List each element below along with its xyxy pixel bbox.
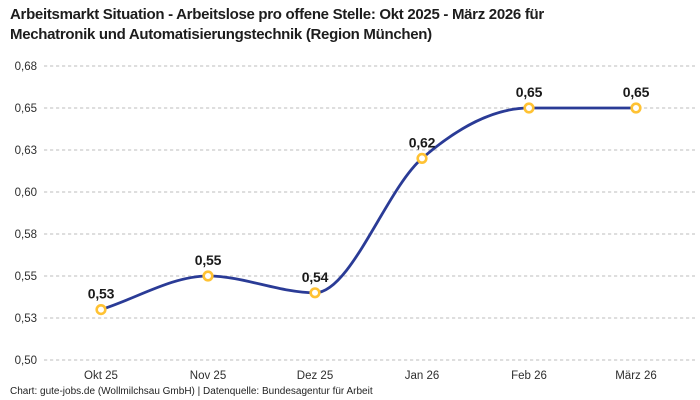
data-point-marker <box>416 152 428 164</box>
data-point-label: 0,55 <box>195 252 222 268</box>
chart-title-line-2: Mechatronik und Automatisierungstechnik … <box>10 26 432 43</box>
chart-attribution: Chart: gute-jobs.de (Wollmilchsau GmbH) … <box>10 386 373 397</box>
data-point-marker <box>309 287 321 299</box>
data-point-marker <box>202 270 214 282</box>
chart-title-line-1: Arbeitsmarkt Situation - Arbeitslose pro… <box>10 6 544 23</box>
x-axis-tick-label: Jan 26 <box>405 370 440 382</box>
data-point-label: 0,53 <box>88 286 115 302</box>
x-axis-tick-label: Dez 25 <box>297 370 333 382</box>
y-axis-tick-label: 0,55 <box>15 271 37 283</box>
y-axis-tick-label: 0,65 <box>15 103 37 115</box>
data-point-marker <box>95 304 107 316</box>
series-line <box>99 106 638 311</box>
x-axis-tick-label: Nov 25 <box>190 370 226 382</box>
data-point-label: 0,65 <box>623 84 650 100</box>
data-point-marker <box>523 102 535 114</box>
chart-title: Arbeitsmarkt Situation - Arbeitslose pro… <box>10 5 694 45</box>
y-axis-tick-label: 0,50 <box>15 355 37 367</box>
y-axis-tick-label: 0,58 <box>15 229 37 241</box>
data-point-marker <box>630 102 642 114</box>
x-axis-tick-label: Feb 26 <box>511 370 547 382</box>
x-axis-tick-label: März 26 <box>615 370 657 382</box>
y-axis-tick-label: 0,68 <box>15 61 37 73</box>
data-point-label: 0,65 <box>516 84 543 100</box>
y-axis-tick-label: 0,53 <box>15 313 37 325</box>
y-axis-tick-label: 0,60 <box>15 187 37 199</box>
data-point-label: 0,54 <box>302 269 329 285</box>
y-axis-tick-label: 0,63 <box>15 145 37 157</box>
x-axis-tick-label: Okt 25 <box>84 370 118 382</box>
data-point-label: 0,62 <box>409 134 436 150</box>
